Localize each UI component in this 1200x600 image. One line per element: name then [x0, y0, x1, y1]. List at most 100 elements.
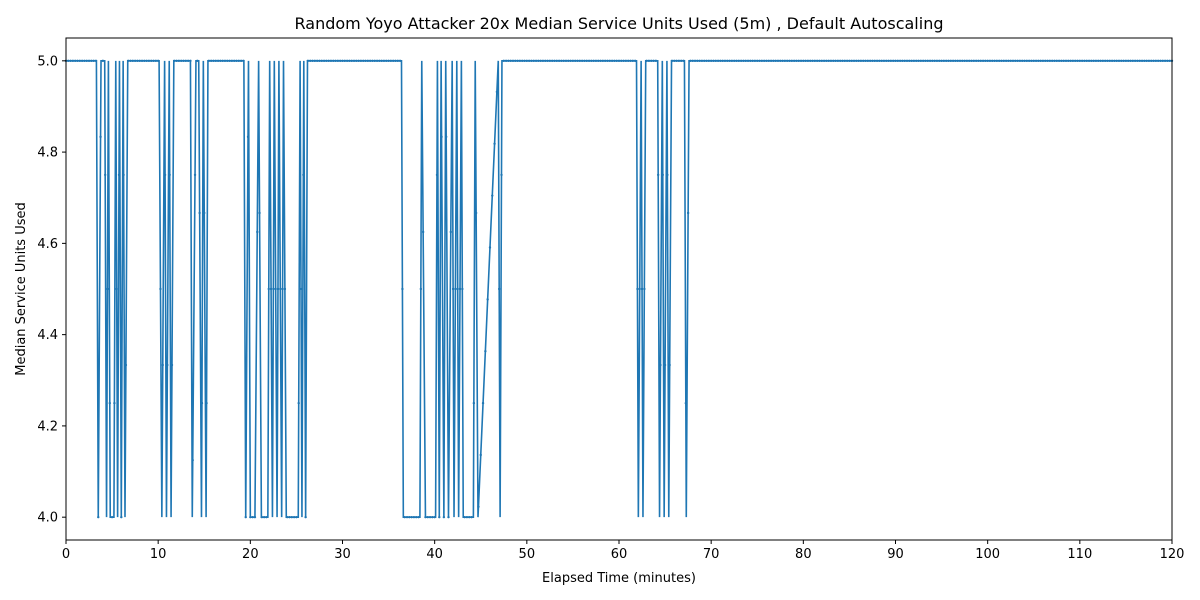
series-marker: [811, 59, 814, 63]
series-marker: [87, 59, 91, 63]
series-marker: [433, 515, 436, 519]
series-marker: [318, 59, 321, 63]
series-marker: [915, 59, 918, 63]
series-marker: [479, 453, 482, 457]
series-marker: [550, 59, 554, 63]
series-marker: [804, 59, 807, 63]
series-marker: [1097, 59, 1100, 63]
series-marker: [878, 59, 881, 63]
series-marker: [903, 59, 906, 63]
series-marker: [728, 59, 731, 63]
series-marker: [311, 59, 314, 63]
series-marker: [1085, 59, 1088, 63]
series-marker: [887, 59, 890, 63]
series-marker: [133, 59, 137, 63]
chart-title: Random Yoyo Attacker 20x Median Service …: [295, 14, 944, 33]
series-marker: [281, 287, 284, 291]
series-marker: [267, 287, 270, 291]
series-marker: [451, 287, 455, 291]
series-marker: [1117, 59, 1121, 63]
series-marker: [182, 59, 185, 63]
series-marker: [260, 515, 264, 519]
series-marker: [866, 59, 870, 63]
series-marker: [131, 59, 135, 63]
series-marker: [465, 515, 469, 519]
series-marker: [1080, 59, 1084, 63]
series-marker: [313, 59, 317, 63]
series-marker: [629, 59, 632, 63]
series-marker: [613, 59, 616, 63]
series-marker: [583, 59, 586, 63]
series-marker: [995, 59, 999, 63]
series-marker: [1101, 59, 1105, 63]
series-marker: [813, 59, 817, 63]
series-marker: [1087, 59, 1091, 63]
x-tick-label: 30: [334, 547, 351, 562]
series-marker: [1027, 59, 1031, 63]
series-marker: [302, 173, 305, 177]
series-marker: [795, 59, 798, 63]
series-marker: [806, 59, 810, 63]
series-marker: [1159, 59, 1162, 63]
series-marker: [799, 59, 803, 63]
series-marker: [682, 59, 685, 63]
series-marker: [617, 59, 621, 63]
series-marker: [1034, 59, 1038, 63]
series-marker: [348, 59, 351, 63]
series-marker: [786, 59, 789, 63]
series-marker: [235, 59, 238, 63]
series-marker: [1136, 59, 1139, 63]
series-marker: [762, 59, 766, 63]
series-marker: [544, 59, 547, 63]
series-marker: [290, 515, 294, 519]
series-marker: [401, 287, 404, 291]
series-marker: [733, 59, 736, 63]
series-marker: [571, 59, 575, 63]
series-marker: [214, 59, 217, 63]
series-marker: [882, 59, 886, 63]
series-marker: [972, 59, 976, 63]
series-marker: [435, 173, 439, 177]
series-marker: [988, 59, 992, 63]
series-marker: [97, 515, 100, 519]
series-marker: [905, 59, 909, 63]
series-marker: [527, 59, 531, 63]
series-marker: [196, 59, 199, 63]
series-marker: [767, 59, 770, 63]
series-marker: [530, 59, 533, 63]
series-marker: [1011, 59, 1015, 63]
series-marker: [502, 59, 505, 63]
series-marker: [69, 59, 72, 63]
series-marker: [1094, 59, 1098, 63]
series-marker: [797, 59, 800, 63]
series-marker: [832, 59, 835, 63]
series-marker: [396, 59, 399, 63]
series-marker: [470, 515, 473, 519]
series-marker: [67, 59, 70, 63]
x-tick-label: 0: [62, 547, 70, 562]
series-marker: [673, 59, 676, 63]
series-marker: [262, 515, 266, 519]
series-marker: [472, 401, 476, 405]
series-marker: [790, 59, 794, 63]
series-marker: [1133, 59, 1137, 63]
series-marker: [442, 515, 446, 519]
series-marker: [71, 59, 75, 63]
series-marker: [378, 59, 381, 63]
series-marker: [726, 59, 729, 63]
series-marker: [984, 59, 987, 63]
series-marker: [1007, 59, 1010, 63]
series-marker: [288, 515, 291, 519]
plot-area: [64, 59, 1174, 519]
series-marker: [147, 59, 151, 63]
series-marker: [428, 515, 432, 519]
y-tick-label: 5.0: [37, 54, 58, 69]
series-marker: [299, 287, 303, 291]
series-marker: [228, 59, 231, 63]
series-marker: [1163, 59, 1167, 63]
series-marker: [850, 59, 853, 63]
series-marker: [788, 59, 791, 63]
series-marker: [599, 59, 602, 63]
series-marker: [765, 59, 768, 63]
